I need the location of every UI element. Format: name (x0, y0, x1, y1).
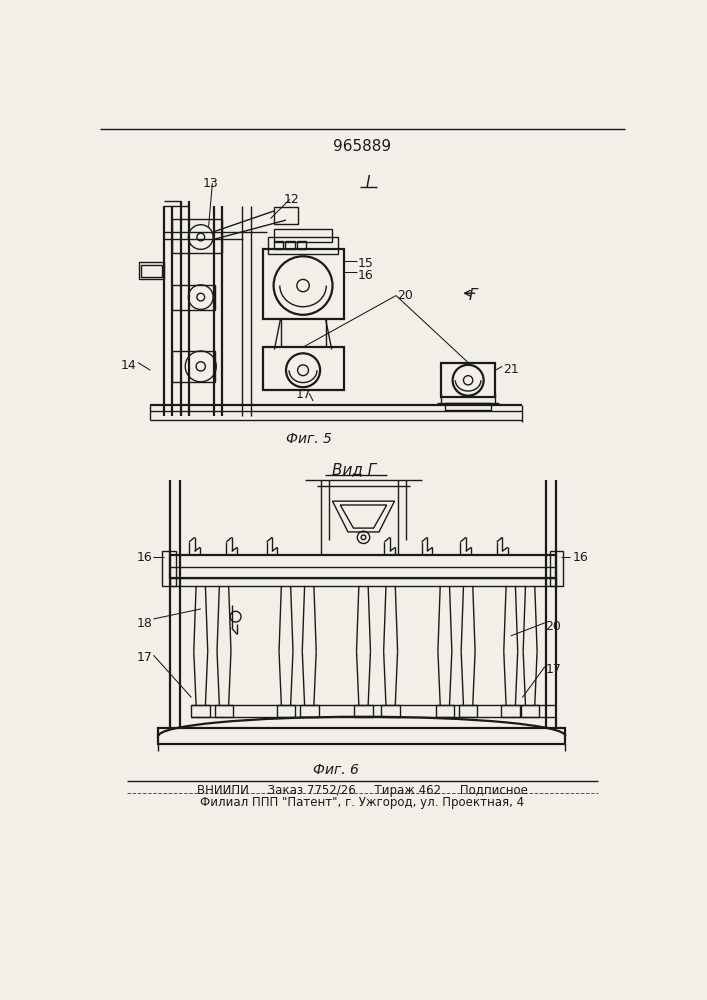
Text: 16: 16 (137, 551, 153, 564)
Text: 14: 14 (121, 359, 136, 372)
Text: 17: 17 (546, 663, 561, 676)
Bar (300, 705, 319, 717)
Bar (274, 229, 332, 242)
Bar (170, 578, 556, 586)
Text: Вид Г: Вид Г (332, 463, 376, 478)
Text: I: I (365, 175, 370, 190)
Bar (172, 285, 215, 310)
Bar (141, 265, 162, 277)
Bar (170, 555, 556, 578)
Bar (436, 705, 454, 717)
Bar (297, 241, 306, 249)
Bar (172, 351, 215, 382)
Text: 13: 13 (203, 177, 219, 190)
Bar (285, 241, 295, 249)
Bar (501, 705, 520, 717)
Text: Фиг. 5: Фиг. 5 (286, 432, 332, 446)
Bar (215, 705, 233, 717)
Bar (263, 347, 344, 389)
Text: 20: 20 (397, 289, 413, 302)
Bar (549, 551, 563, 586)
Text: 12: 12 (284, 193, 300, 206)
Text: ВНИИПИ     Заказ 7752/26     Тираж 462     Подписное: ВНИИПИ Заказ 7752/26 Тираж 462 Подписное (197, 784, 527, 797)
Bar (268, 237, 338, 254)
Text: 15: 15 (358, 257, 374, 270)
Bar (274, 241, 283, 249)
Text: 17: 17 (137, 651, 153, 664)
Bar (263, 249, 344, 319)
Text: Филиал ППП "Патент", г. Ужгород, ул. Проектная, 4: Филиал ППП "Патент", г. Ужгород, ул. Про… (200, 796, 524, 809)
Text: 16: 16 (573, 551, 588, 564)
Bar (276, 705, 296, 717)
Bar (162, 551, 176, 586)
Bar (172, 219, 223, 253)
Text: 16: 16 (358, 269, 374, 282)
Text: 17: 17 (296, 388, 312, 401)
Bar (158, 728, 565, 744)
Text: 21: 21 (503, 363, 519, 376)
Bar (139, 262, 164, 279)
Bar (354, 705, 373, 717)
Text: Фиг. 6: Фиг. 6 (313, 763, 359, 777)
Bar (192, 705, 210, 717)
Bar (274, 207, 298, 224)
Bar (459, 705, 477, 717)
Bar (381, 705, 400, 717)
Text: 20: 20 (546, 620, 561, 634)
Text: 18: 18 (137, 617, 153, 630)
Text: 965889: 965889 (333, 139, 391, 154)
Bar (441, 363, 495, 397)
Bar (445, 403, 491, 410)
Bar (521, 705, 539, 717)
Text: Г: Г (468, 288, 477, 303)
